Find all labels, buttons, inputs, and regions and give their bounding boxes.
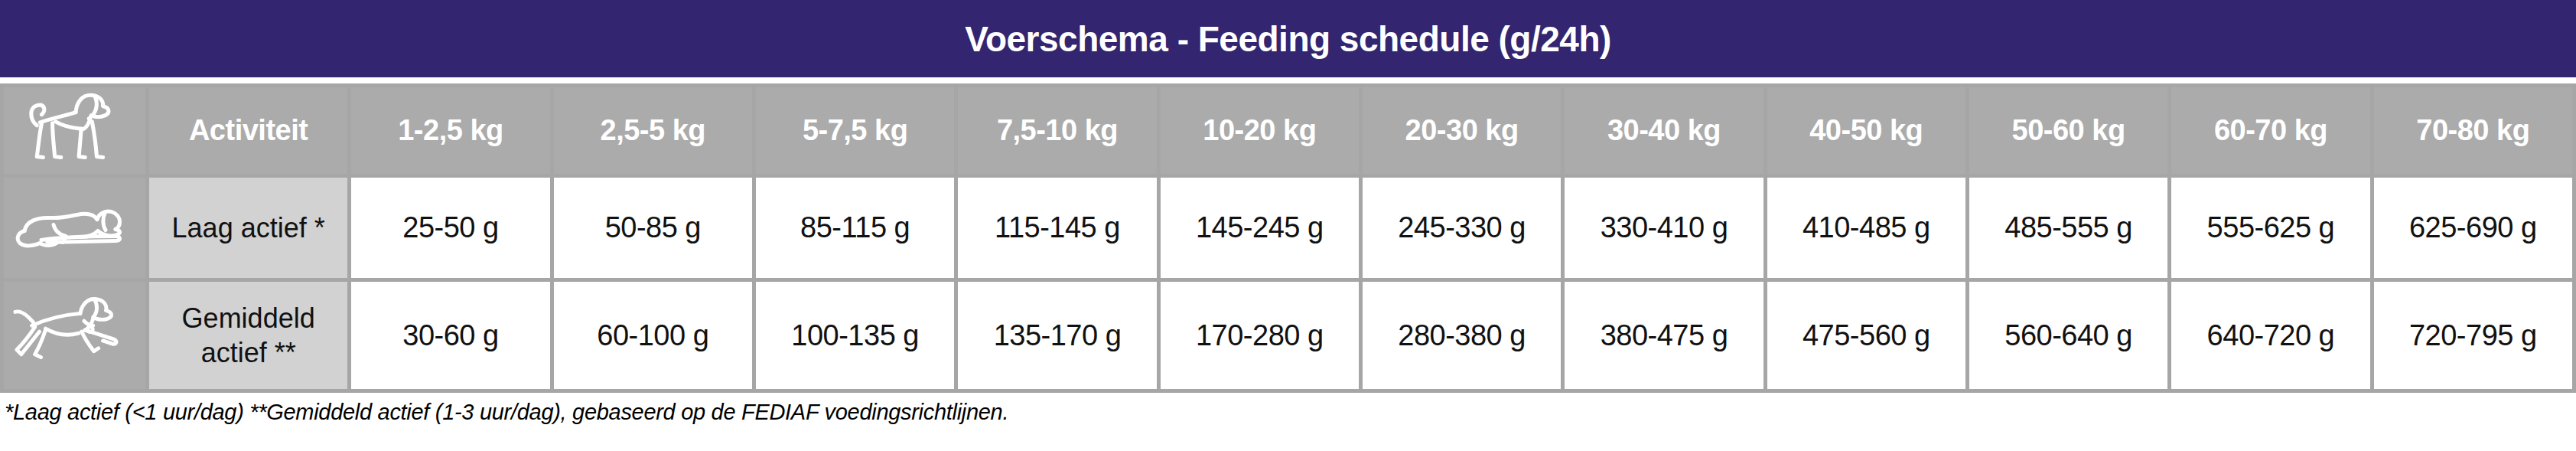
value-low-11: 625-690 g xyxy=(2374,178,2572,278)
value-med-5: 170-280 g xyxy=(1161,282,1359,389)
feeding-table: Activiteit 1-2,5 kg 2,5-5 kg 5-7,5 kg 7,… xyxy=(0,83,2576,393)
column-header-weight-10: 60-70 kg xyxy=(2171,87,2369,174)
value-low-5: 145-245 g xyxy=(1161,178,1359,278)
column-header-weight-1: 1-2,5 kg xyxy=(351,87,549,174)
dog-lying-icon xyxy=(14,191,136,264)
dog-running-icon-cell xyxy=(4,282,145,389)
row-medium-active: Gemiddeld actief ** 30-60 g 60-100 g 100… xyxy=(4,282,2572,389)
dog-standing-icon-cell xyxy=(4,87,145,174)
value-low-7: 330-410 g xyxy=(1565,178,1763,278)
value-low-3: 85-115 g xyxy=(756,178,954,278)
activity-label-medium: Gemiddeld actief ** xyxy=(149,282,347,389)
column-header-weight-2: 2,5-5 kg xyxy=(554,87,752,174)
value-low-1: 25-50 g xyxy=(351,178,549,278)
footnote: *Laag actief (<1 uur/dag) **Gemiddeld ac… xyxy=(0,400,2576,425)
value-med-9: 560-640 g xyxy=(1969,282,2167,389)
value-low-8: 410-485 g xyxy=(1767,178,1965,278)
value-med-2: 60-100 g xyxy=(554,282,752,389)
column-header-weight-9: 50-60 kg xyxy=(1969,87,2167,174)
column-header-weight-8: 40-50 kg xyxy=(1767,87,1965,174)
column-header-weight-3: 5-7,5 kg xyxy=(756,87,954,174)
value-low-4: 115-145 g xyxy=(958,178,1156,278)
value-low-9: 485-555 g xyxy=(1969,178,2167,278)
row-low-active: Laag actief * 25-50 g 50-85 g 85-115 g 1… xyxy=(4,178,2572,278)
column-header-activity: Activiteit xyxy=(149,87,347,174)
value-med-4: 135-170 g xyxy=(958,282,1156,389)
value-low-2: 50-85 g xyxy=(554,178,752,278)
value-low-10: 555-625 g xyxy=(2171,178,2369,278)
value-med-10: 640-720 g xyxy=(2171,282,2369,389)
value-med-6: 280-380 g xyxy=(1363,282,1561,389)
column-header-weight-11: 70-80 kg xyxy=(2374,87,2572,174)
title-banner: Voerschema - Feeding schedule (g/24h) xyxy=(0,0,2576,77)
dog-running-icon xyxy=(11,290,139,381)
value-low-6: 245-330 g xyxy=(1363,178,1561,278)
value-med-8: 475-560 g xyxy=(1767,282,1965,389)
column-header-weight-6: 20-30 kg xyxy=(1363,87,1561,174)
column-header-weight-5: 10-20 kg xyxy=(1161,87,1359,174)
dog-standing-icon xyxy=(24,88,125,174)
page-title: Voerschema - Feeding schedule (g/24h) xyxy=(965,18,1611,60)
value-med-11: 720-795 g xyxy=(2374,282,2572,389)
activity-label-low: Laag actief * xyxy=(149,178,347,278)
feeding-table-wrap: Activiteit 1-2,5 kg 2,5-5 kg 5-7,5 kg 7,… xyxy=(0,83,2576,393)
header-row: Activiteit 1-2,5 kg 2,5-5 kg 5-7,5 kg 7,… xyxy=(4,87,2572,174)
column-header-weight-7: 30-40 kg xyxy=(1565,87,1763,174)
value-med-1: 30-60 g xyxy=(351,282,549,389)
value-med-7: 380-475 g xyxy=(1565,282,1763,389)
column-header-weight-4: 7,5-10 kg xyxy=(958,87,1156,174)
value-med-3: 100-135 g xyxy=(756,282,954,389)
dog-lying-icon-cell xyxy=(4,178,145,278)
